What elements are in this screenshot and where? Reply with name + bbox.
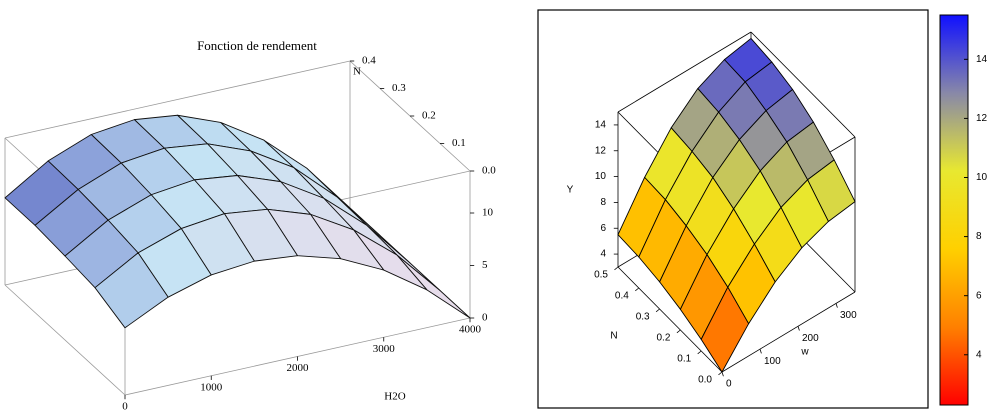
box-edge [4,284,126,396]
colorbar-tick-label: 8 [976,231,982,242]
y-axis-label: N [610,331,617,342]
surface-chart: 0 100 200 300 0.0 0.1 0.2 0.3 0.4 0.5 4 6 8 10 12 14 w N Y… [537,9,988,409]
z-tick-label: 8 [600,197,606,208]
y-tick-label: 0.2 [656,333,670,344]
y-tick-label: 0.4 [362,55,376,67]
y-tick-label: 0.1 [452,137,466,149]
y-tick-label: 0.2 [422,110,436,122]
tick-mark [635,287,640,292]
z-tick-label: 0 [482,312,488,324]
y-tick-label: 0.4 [615,291,629,302]
x-tick-label: 4000 [459,324,482,336]
y-axis-label: N [353,66,361,78]
plot-frame [537,9,929,409]
z-tick-label: 10 [595,171,607,182]
y-tick-label: 0.1 [677,354,691,365]
z-tick-label: 12 [595,145,607,156]
z-tick-label: 10 [482,207,494,219]
x-tick-label: 0 [726,379,732,390]
colorbar-tick-label: 14 [976,54,988,65]
tick-mark [718,371,723,376]
box-edge [721,291,856,373]
tick-mark [655,308,660,313]
tick-mark [721,371,724,377]
tick-mark [835,303,838,308]
tick-mark [697,350,702,355]
x-tick-label: 1000 [200,381,223,393]
x-tick-label: 2000 [287,362,310,374]
colorbar-tick-label: 6 [976,290,982,301]
chart-title: Fonction de rendement [197,38,317,53]
y-tick-label: 0.3 [392,82,406,94]
y-tick-label: 0.3 [636,312,650,323]
x-tick-label: 100 [764,356,781,367]
tick-mark [614,266,619,271]
y-tick-label: 0.0 [698,375,712,386]
surface-patch [94,252,169,329]
tick-mark [759,349,762,354]
y-tick-label: 0.5 [594,270,608,281]
surface-patch [700,286,750,373]
colorbar [939,14,969,406]
x-tick-label: 300 [840,310,857,321]
y-tick-label: 0.0 [482,165,496,177]
colorbar-tick-label: 10 [976,172,988,183]
x-tick-label: 3000 [373,343,396,355]
surface-chart: 0 1000 2000 3000 4000 0.0 0.1 0.2 0.3 0.4 0 5 10 Fonc… [4,38,496,413]
box-edge [4,60,351,139]
tick-mark [676,329,681,334]
z-tick-label: 5 [482,259,488,271]
x-tick-label: 200 [802,333,819,344]
colorbar-tick-label: 4 [976,349,982,360]
box-edge [617,266,723,373]
colorbar-tick-label: 12 [976,113,988,124]
box-edge [617,31,752,113]
z-tick-label: 6 [600,223,606,234]
surface-patch [396,254,471,319]
z-tick-label: 14 [595,120,607,131]
z-axis-label: Y [567,185,574,196]
tick-mark [797,326,800,331]
x-tick-label: 0 [122,401,128,413]
box-edge [750,31,856,138]
x-axis-label: H2O [384,391,405,403]
z-tick-label: 4 [600,249,606,260]
x-axis-label: w [800,347,809,358]
